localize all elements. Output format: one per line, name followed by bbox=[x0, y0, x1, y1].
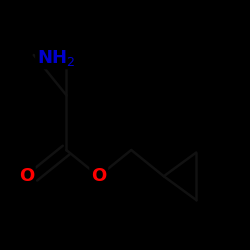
Text: NH$_2$: NH$_2$ bbox=[37, 48, 76, 68]
Text: O: O bbox=[19, 167, 34, 185]
Text: O: O bbox=[91, 167, 106, 185]
